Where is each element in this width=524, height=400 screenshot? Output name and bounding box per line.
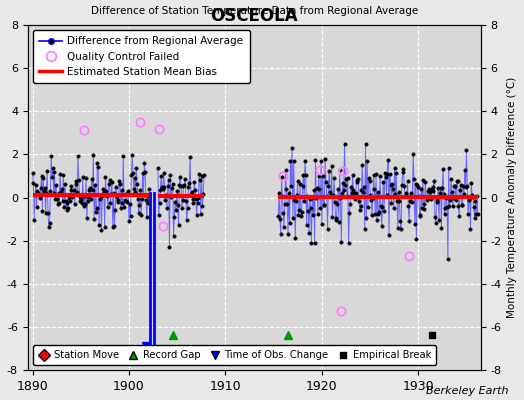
Text: Difference of Station Temperature Data from Regional Average: Difference of Station Temperature Data f… (91, 6, 418, 16)
Difference from Regional Average (30, 181, 37, 186)
Difference from Regional Average (35, 191, 41, 196)
Difference from Regional Average (139, 171, 146, 176)
Difference from Regional Average (97, 194, 104, 198)
Difference from Regional Average (90, 153, 96, 158)
Difference from Regional Average (119, 200, 126, 205)
Difference from Regional Average (99, 227, 105, 232)
Y-axis label: Monthly Temperature Anomaly Difference (°C): Monthly Temperature Anomaly Difference (… (507, 77, 517, 318)
Difference from Regional Average (146, 186, 152, 191)
Title: OSCEOLA: OSCEOLA (211, 7, 298, 25)
Line: Difference from Regional Average: Difference from Regional Average (31, 153, 151, 231)
Text: Berkeley Earth: Berkeley Earth (426, 386, 508, 396)
Difference from Regional Average (123, 198, 129, 203)
Difference from Regional Average (29, 171, 36, 176)
Legend: Station Move, Record Gap, Time of Obs. Change, Empirical Break: Station Move, Record Gap, Time of Obs. C… (33, 345, 436, 365)
